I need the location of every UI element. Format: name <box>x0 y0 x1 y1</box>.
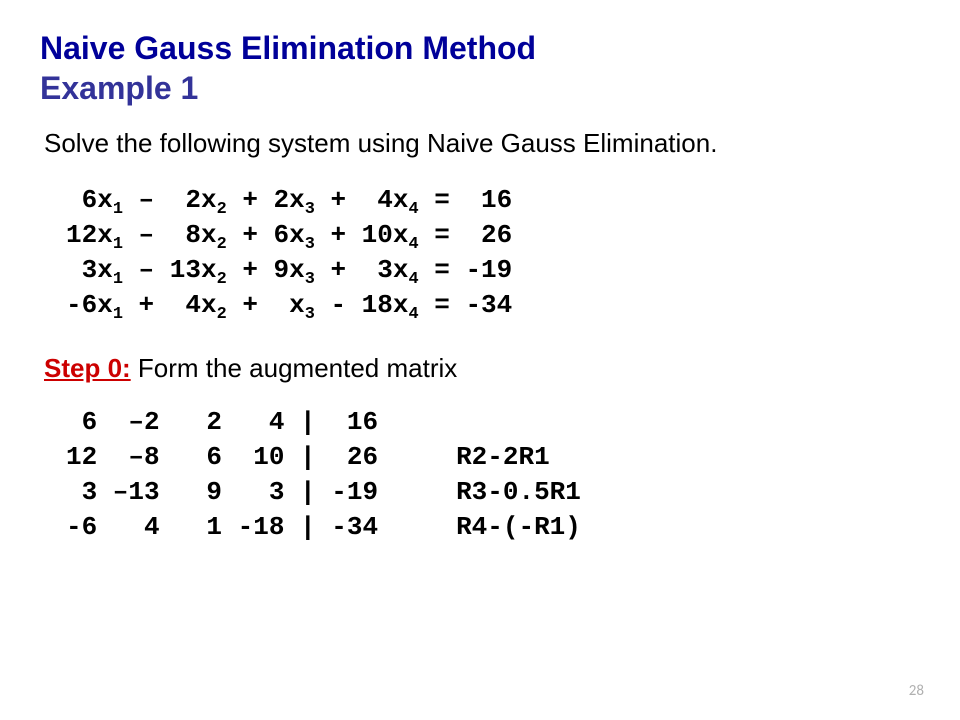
slide-title: Naive Gauss Elimination Method Example 1 <box>40 28 920 108</box>
step-text: Form the augmented matrix <box>131 353 458 383</box>
title-line-1: Naive Gauss Elimination Method <box>40 30 536 66</box>
intro-text: Solve the following system using Naive G… <box>44 126 920 161</box>
page-number: 28 <box>909 682 924 700</box>
step-label: Step 0: <box>44 353 131 383</box>
step-line: Step 0: Form the augmented matrix <box>44 351 920 386</box>
augmented-matrix: 6 –2 2 4 | 16 12 –8 6 10 | 26 R2-2R1 3 –… <box>66 405 920 545</box>
equation-system: 6x1 – 2x2 + 2x3 + 4x4 = 16 12x1 – 8x2 + … <box>66 183 920 323</box>
slide: Naive Gauss Elimination Method Example 1… <box>0 0 960 720</box>
slide-body: Solve the following system using Naive G… <box>40 126 920 545</box>
title-line-2: Example 1 <box>40 70 198 106</box>
